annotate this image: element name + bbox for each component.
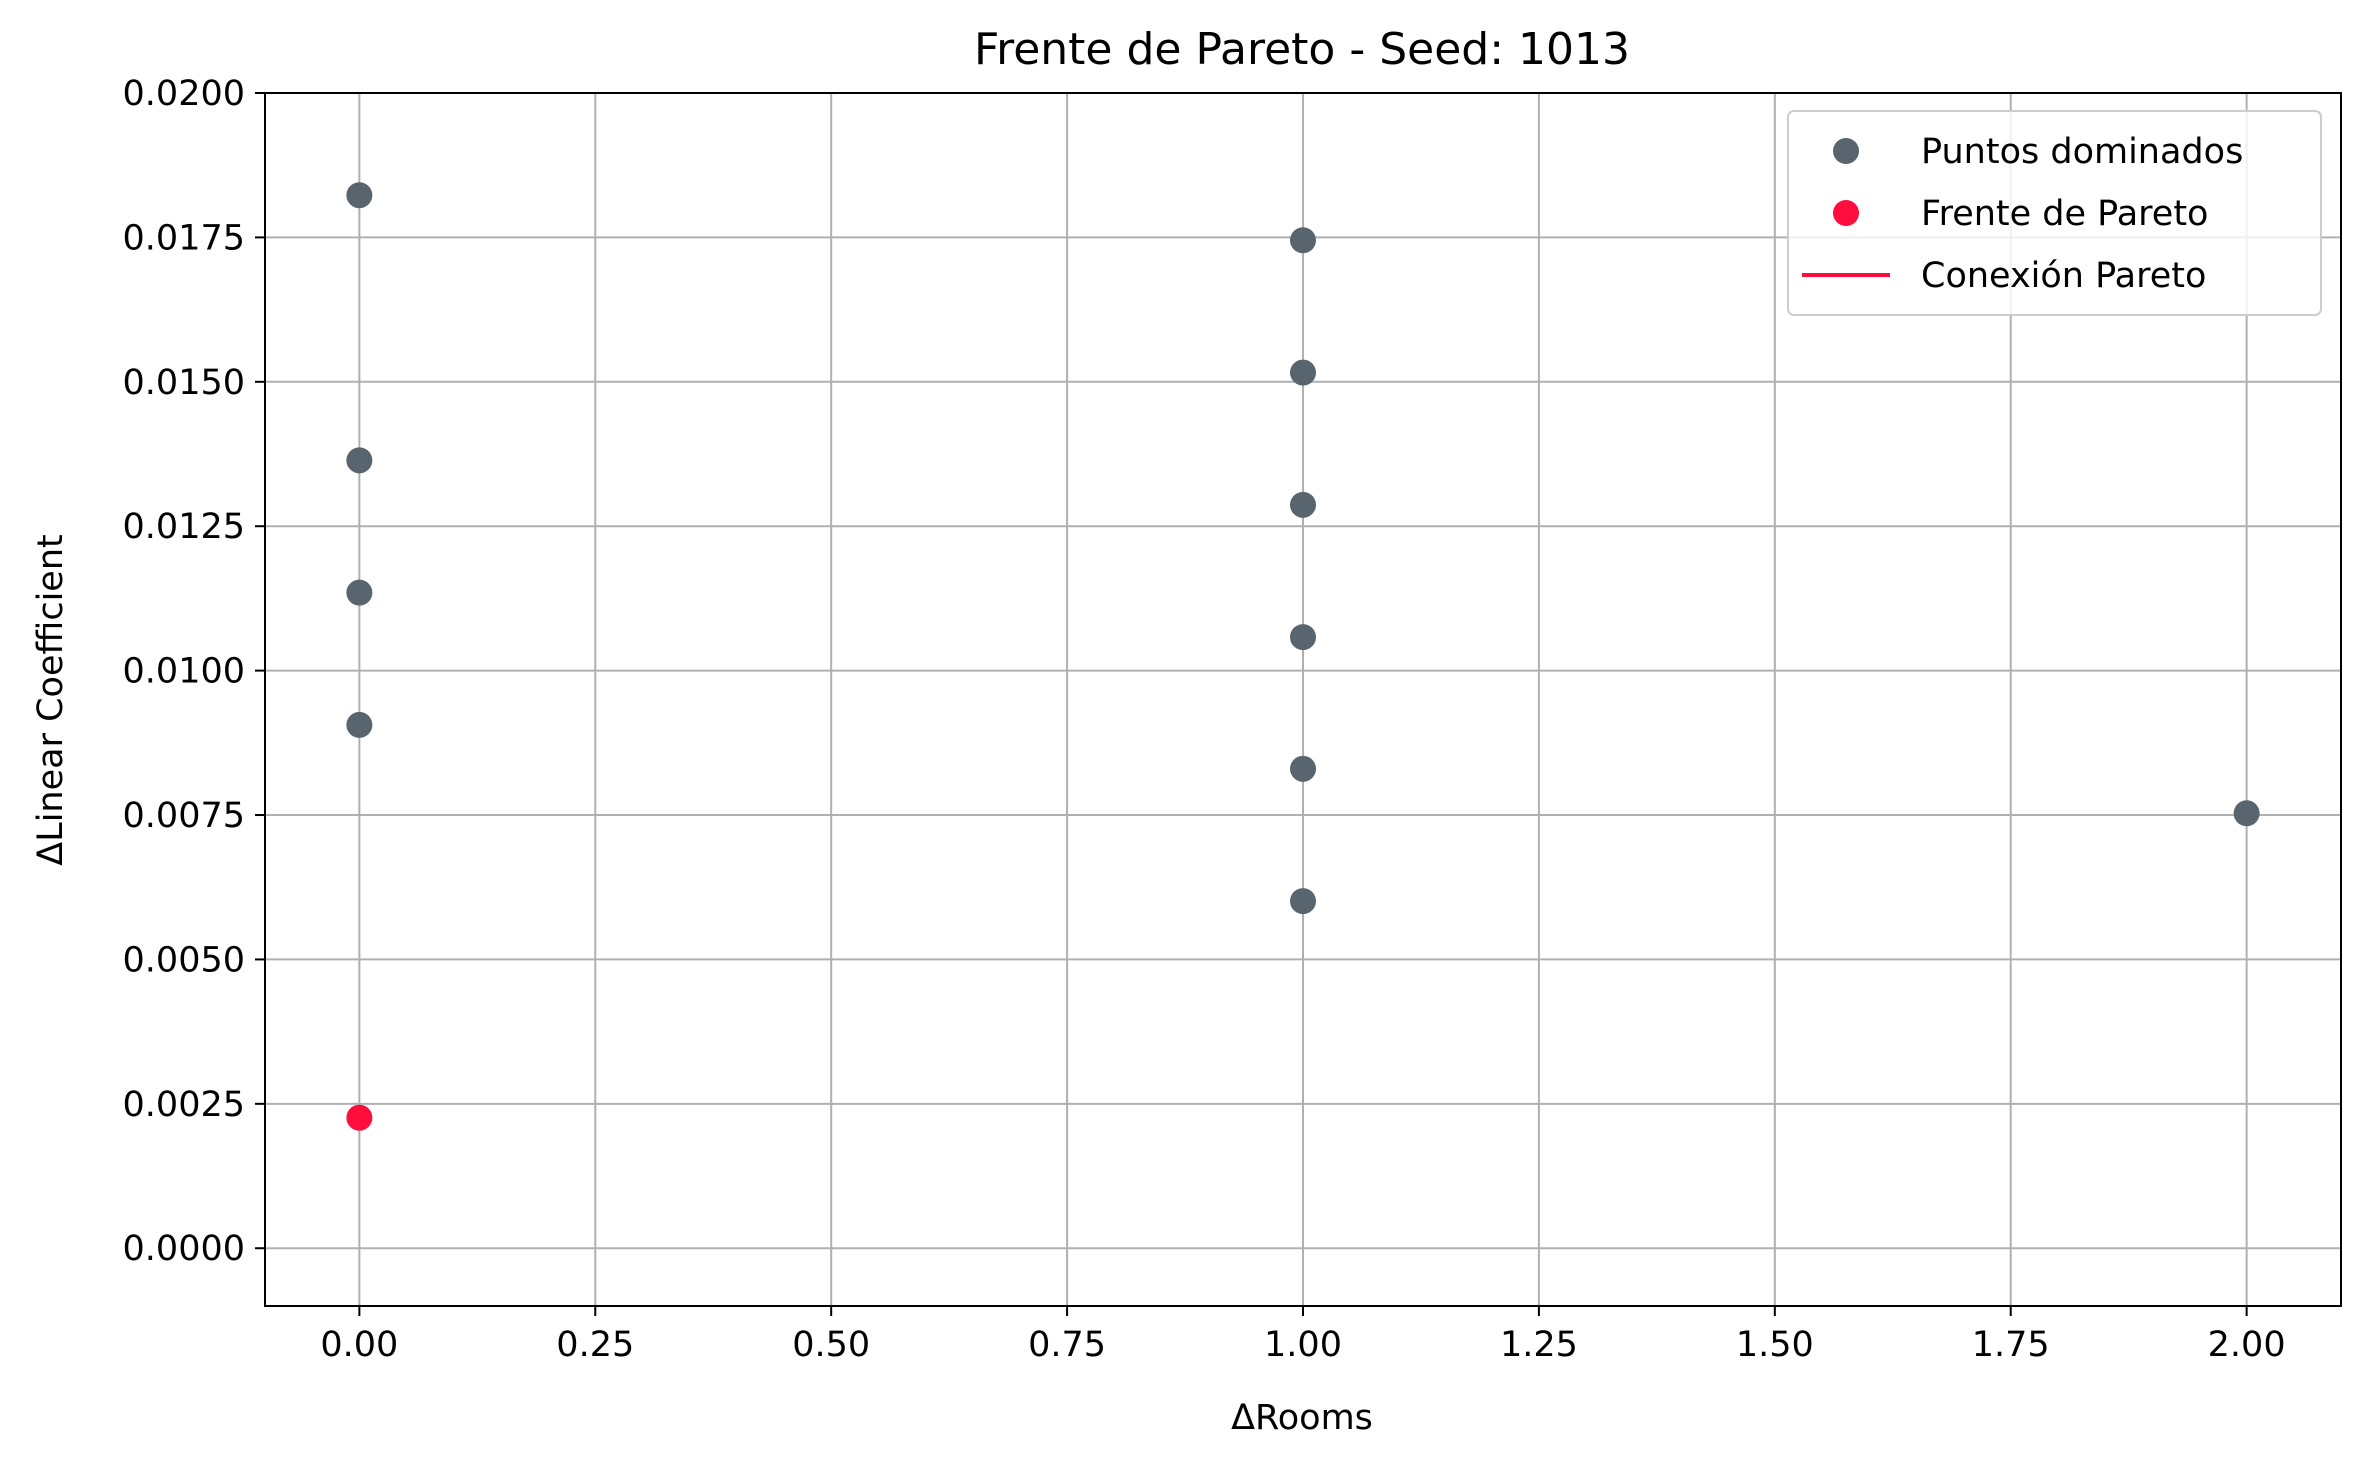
dominated-point (1290, 491, 1316, 518)
dominated-point (1290, 755, 1316, 782)
legend-label: Puntos dominados (1921, 132, 2243, 172)
y-tick-label: 0.0025 (123, 1085, 245, 1125)
y-tick-label: 0.0050 (123, 940, 245, 980)
chart-title: Frente de Pareto - Seed: 1013 (974, 24, 1630, 75)
axis-ticks: 0.00 0.25 0.50 0.75 1.00 1.25 1.50 1.75 2.00 0.00… (123, 74, 2286, 1365)
legend-label: Frente de Pareto (1921, 194, 2208, 234)
dominated-point (346, 579, 373, 606)
legend-marker-swatch (1833, 200, 1859, 226)
x-axis-label: ΔRooms (1231, 1398, 1373, 1438)
dominated-point (2233, 800, 2260, 827)
x-tick-label: 2.00 (2208, 1325, 2286, 1365)
y-tick-label: 0.0125 (123, 507, 245, 547)
legend-label: Conexión Pareto (1921, 256, 2206, 296)
y-tick-label: 0.0175 (123, 218, 245, 258)
y-axis-label: ΔLinear Coefficient (31, 534, 71, 865)
x-tick-label: 0.50 (792, 1325, 870, 1365)
dominated-point (1290, 227, 1316, 254)
y-tick-label: 0.0075 (123, 796, 245, 836)
dominated-point (1290, 359, 1316, 386)
dominated-point (1290, 888, 1316, 915)
x-tick-label: 1.25 (1500, 1325, 1578, 1365)
y-tick-label: 0.0200 (123, 74, 245, 114)
dominated-point (346, 711, 373, 738)
y-tick-label: 0.0150 (123, 363, 245, 403)
legend-marker-swatch (1833, 138, 1859, 164)
y-tick-label: 0.0000 (123, 1229, 245, 1269)
data-points (346, 182, 2260, 1131)
pareto-front-point (346, 1104, 373, 1131)
x-tick-label: 1.00 (1264, 1325, 1342, 1365)
x-tick-label: 0.75 (1028, 1325, 1106, 1365)
dominated-point (1290, 624, 1316, 651)
x-tick-label: 1.75 (1972, 1325, 2050, 1365)
dominated-point (346, 182, 373, 209)
x-tick-label: 1.50 (1736, 1325, 1814, 1365)
x-tick-label: 0.00 (320, 1325, 398, 1365)
x-tick-label: 0.25 (556, 1325, 634, 1365)
y-tick-label: 0.0100 (123, 652, 245, 692)
legend: Puntos dominados Frente de Pareto Conexión… (1787, 110, 2322, 316)
legend-box (1787, 110, 2322, 316)
dominated-point (346, 447, 373, 474)
